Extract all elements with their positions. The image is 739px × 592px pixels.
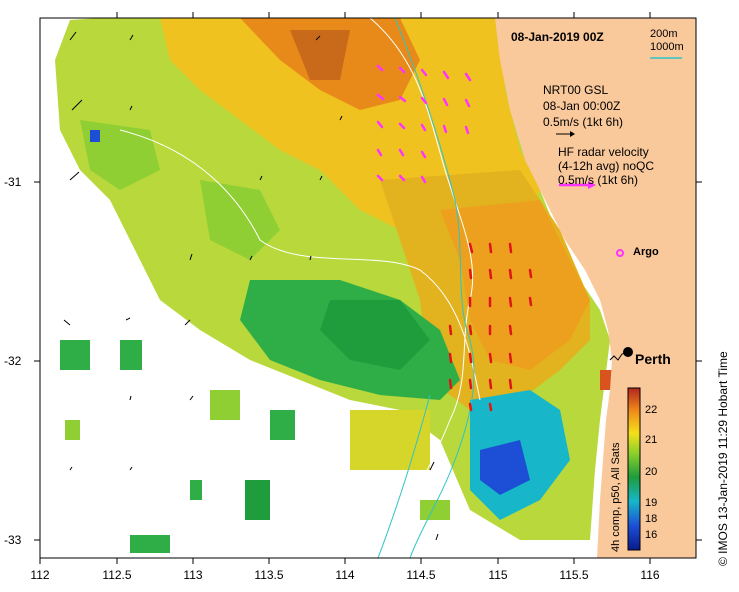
model-scale: 0.5m/s (1kt 6h) — [543, 115, 624, 129]
perth-leader — [609, 351, 629, 361]
y-tick-label: -33 — [4, 533, 22, 547]
colorbar-tick: 19 — [645, 497, 658, 509]
x-tick-label: 116 — [640, 568, 660, 582]
x-tick-label: 113.5 — [254, 568, 284, 582]
credit-text: © IMOS 13-Jan-2019 11:29 Hobart Time — [716, 351, 730, 566]
y-tick-label: -32 — [4, 354, 22, 368]
colorbar-tick: 18 — [645, 513, 658, 525]
colorbar-tick: 22 — [645, 404, 658, 416]
x-tick-label: 114.5 — [406, 568, 436, 582]
colorbar-tick: 16 — [645, 529, 658, 541]
model-title: NRT00 GSL — [543, 83, 609, 97]
x-tick-label: 112 — [30, 568, 50, 582]
contour-200m-2 — [119, 129, 481, 401]
depth-200-label: 200m — [650, 28, 678, 40]
colorbar-tick: 20 — [645, 466, 658, 478]
radar-scale-arrowhead — [588, 181, 596, 189]
colorbar-tick: 21 — [645, 434, 658, 446]
radar-vectors — [376, 64, 590, 187]
x-tick-label: 114 — [335, 568, 355, 582]
x-tick-label: 113 — [183, 568, 203, 582]
y-tick-label: -31 — [4, 175, 22, 189]
colorbar — [627, 387, 641, 551]
radar-title: HF radar velocity — [558, 145, 649, 159]
model-scale-arrowhead — [570, 131, 575, 137]
x-tick-label: 115 — [488, 568, 508, 582]
land-mass — [495, 18, 696, 558]
plot-frame — [39, 17, 697, 559]
x-tick-label: 115.5 — [559, 568, 589, 582]
colorbar-title: 4h comp, p50, All Sats — [610, 442, 622, 552]
argo-label: Argo — [633, 246, 659, 258]
contour-1000m — [394, 17, 475, 559]
x-tick-label: 112.5 — [102, 568, 132, 582]
model-vectors — [63, 31, 570, 541]
radar-scale: 0.5m/s (1kt 6h) — [558, 173, 639, 187]
radar-vectors-red — [448, 242, 533, 412]
argo-marker — [616, 249, 624, 257]
contour-1000m-2 — [377, 394, 431, 559]
radar-avg: (4-12h avg) noQC — [558, 159, 655, 173]
perth-label: Perth — [635, 351, 671, 367]
date-title: 08-Jan-2019 00Z — [511, 30, 604, 44]
model-time: 08-Jan 00:00Z — [543, 99, 621, 113]
axis-ticks — [34, 12, 702, 564]
depth-1000-label: 1000m — [650, 41, 684, 53]
